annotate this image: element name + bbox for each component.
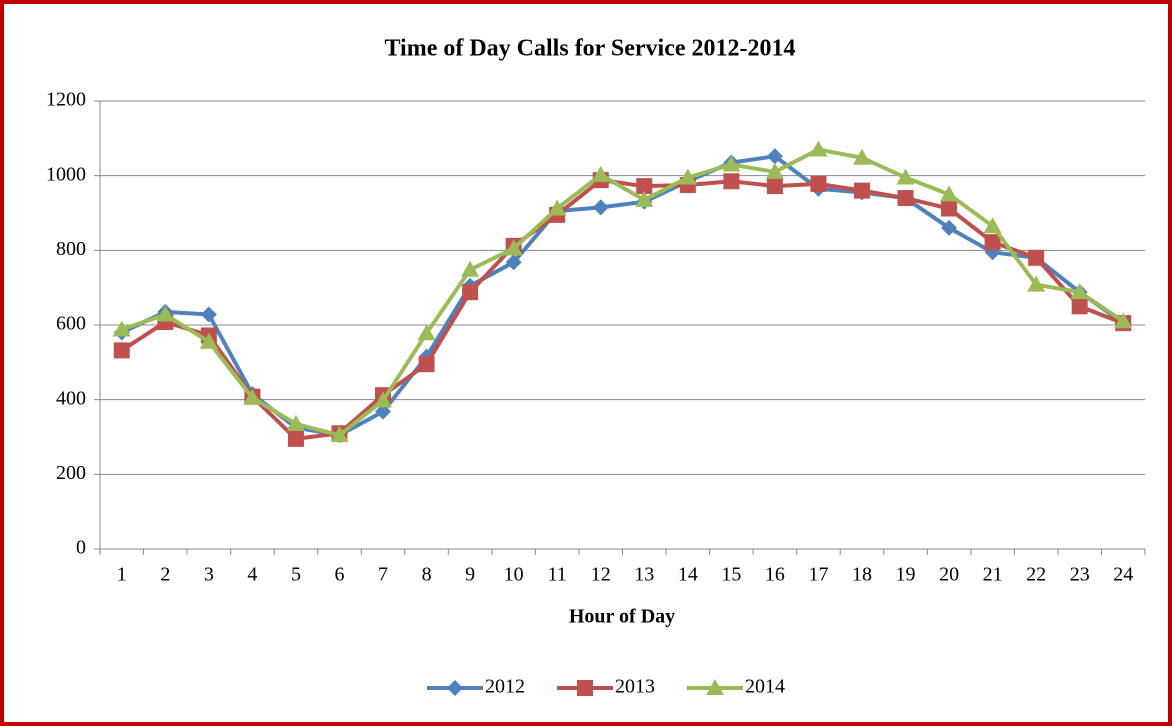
marker	[722, 155, 741, 172]
marker	[723, 173, 740, 190]
marker	[766, 178, 783, 195]
marker	[941, 200, 958, 217]
y-tick-label: 0	[76, 537, 86, 559]
marker	[461, 260, 480, 277]
y-tick-label: 600	[56, 313, 86, 335]
marker	[1114, 312, 1133, 329]
y-tick-label: 400	[56, 387, 86, 409]
x-tick-label: 24	[1113, 564, 1133, 586]
x-tick-label: 1	[117, 564, 127, 586]
x-tick-label: 12	[591, 564, 611, 586]
x-tick-label: 6	[334, 564, 344, 586]
x-tick-label: 2	[160, 564, 170, 586]
marker	[112, 320, 131, 337]
legend-label: 2014	[745, 676, 785, 698]
x-tick-label: 10	[504, 564, 524, 586]
marker	[287, 430, 304, 447]
marker	[678, 168, 697, 185]
marker	[983, 217, 1002, 234]
x-tick-label: 9	[465, 564, 475, 586]
legend-marker	[447, 680, 463, 696]
marker	[505, 254, 522, 271]
x-tick-label: 4	[247, 564, 257, 586]
marker	[1071, 298, 1088, 315]
marker	[330, 426, 349, 443]
marker	[1028, 249, 1045, 266]
x-tick-label: 13	[634, 564, 654, 586]
x-tick-label: 8	[422, 564, 432, 586]
marker	[635, 190, 654, 207]
marker	[765, 162, 784, 179]
marker	[940, 185, 959, 202]
marker	[548, 199, 567, 216]
x-tick-label: 20	[939, 564, 959, 586]
x-tick-label: 17	[808, 564, 828, 586]
y-tick-label: 200	[56, 462, 86, 484]
marker	[897, 190, 914, 207]
x-tick-label: 15	[721, 564, 741, 586]
x-tick-label: 23	[1070, 564, 1090, 586]
legend-label: 2012	[485, 676, 525, 698]
marker	[504, 239, 523, 256]
y-tick-label: 800	[56, 238, 86, 260]
x-tick-label: 7	[378, 564, 388, 586]
marker	[1027, 275, 1046, 292]
marker	[852, 148, 871, 165]
x-tick-label: 5	[291, 564, 301, 586]
marker	[592, 199, 609, 216]
x-tick-label: 19	[896, 564, 916, 586]
marker	[417, 324, 436, 341]
x-tick-label: 3	[204, 564, 214, 586]
x-axis-label: Hour of Day	[569, 606, 675, 628]
x-tick-label: 22	[1026, 564, 1046, 586]
marker	[199, 332, 218, 349]
marker	[766, 148, 783, 165]
marker	[156, 305, 175, 322]
marker	[896, 168, 915, 185]
marker	[591, 165, 610, 182]
marker	[200, 306, 217, 323]
marker	[374, 391, 393, 408]
x-tick-label: 18	[852, 564, 872, 586]
marker	[810, 175, 827, 192]
marker	[286, 414, 305, 431]
x-tick-label: 21	[983, 564, 1003, 586]
legend-marker	[706, 679, 724, 695]
marker	[809, 140, 828, 157]
y-tick-label: 1200	[46, 89, 86, 111]
series-line	[120, 154, 1125, 438]
marker	[418, 356, 435, 373]
marker	[243, 388, 262, 405]
chart-title: Time of Day Calls for Service 2012-2014	[384, 36, 795, 62]
marker	[636, 178, 653, 195]
marker	[984, 234, 1001, 251]
marker	[853, 182, 870, 199]
marker	[375, 403, 392, 420]
marker	[1070, 283, 1089, 300]
legend-label: 2013	[615, 676, 655, 698]
legend-marker	[577, 680, 593, 696]
marker	[462, 284, 479, 301]
y-tick-label: 1000	[46, 163, 86, 185]
x-tick-label: 16	[765, 564, 785, 586]
x-tick-label: 11	[548, 564, 567, 586]
x-tick-label: 14	[678, 564, 698, 586]
marker	[113, 342, 130, 359]
marker	[941, 219, 958, 236]
